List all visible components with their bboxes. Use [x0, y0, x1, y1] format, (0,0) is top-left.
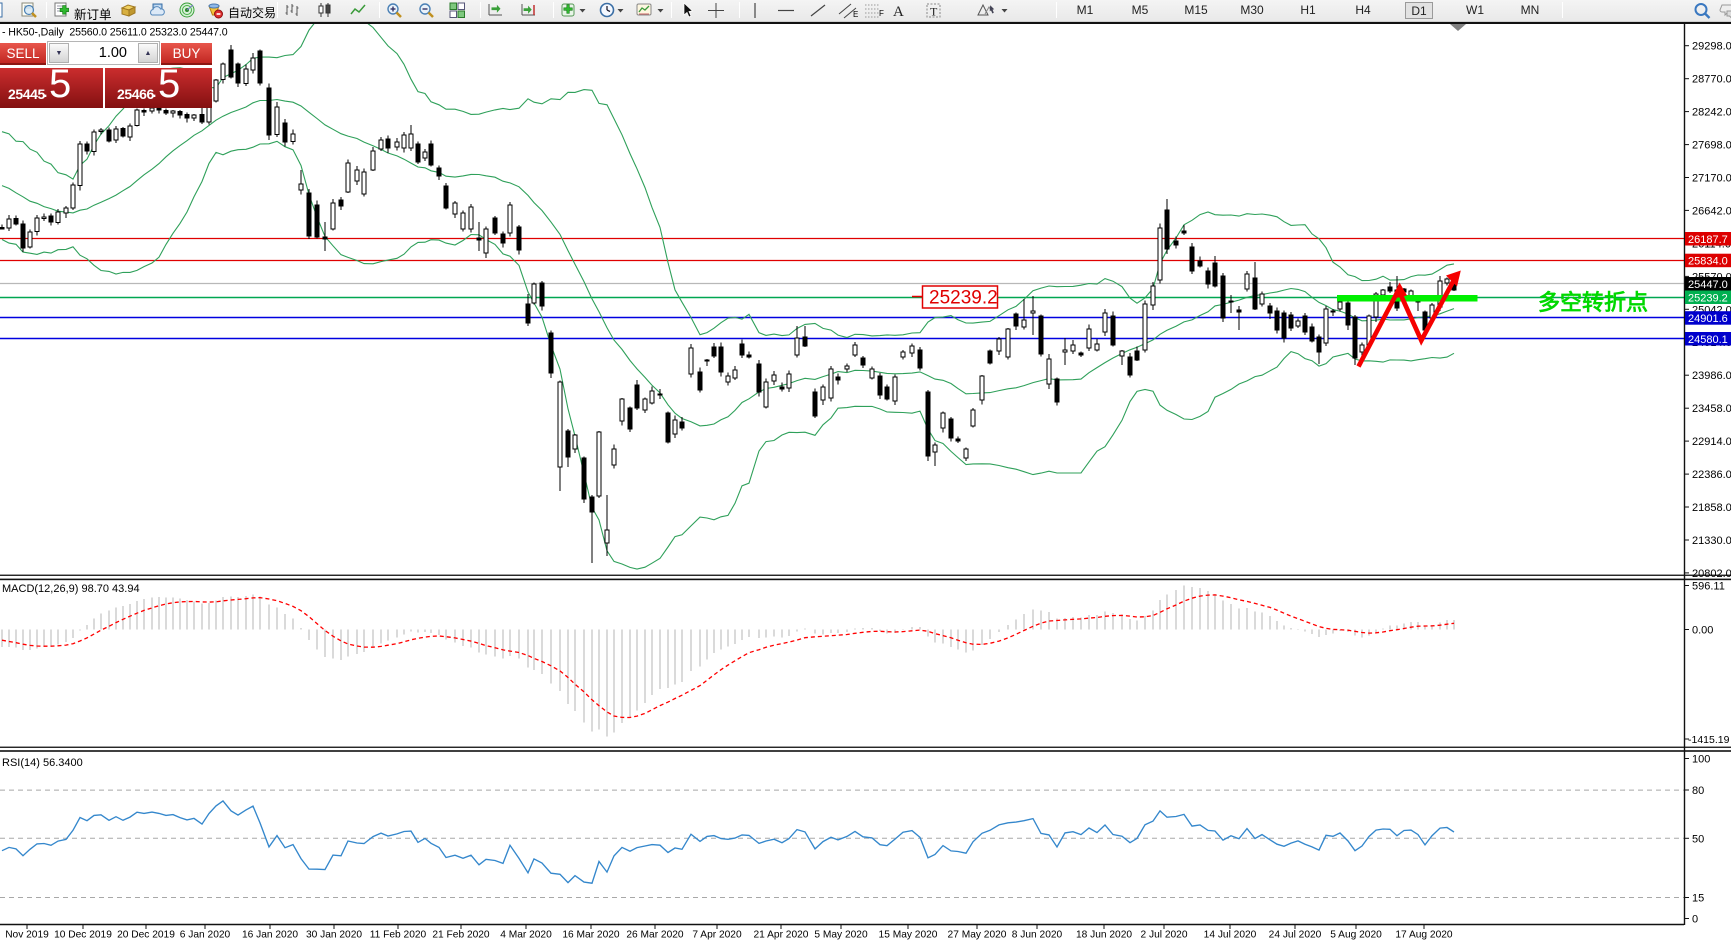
svg-text:8 Jun 2020: 8 Jun 2020 [1012, 930, 1063, 941]
svg-text:11 Feb 2020: 11 Feb 2020 [370, 930, 427, 941]
svg-text:7 Apr 2020: 7 Apr 2020 [692, 930, 742, 941]
svg-text:27698.0: 27698.0 [1692, 140, 1731, 152]
svg-text:26 Mar 2020: 26 Mar 2020 [626, 930, 684, 941]
svg-text:22914.0: 22914.0 [1692, 436, 1731, 448]
svg-text:30 Jan 2020: 30 Jan 2020 [306, 930, 362, 941]
svg-text:RSI(14) 56.3400: RSI(14) 56.3400 [2, 757, 83, 769]
svg-text:MACD(12,26,9) 98.70 43.94: MACD(12,26,9) 98.70 43.94 [2, 583, 140, 595]
svg-text:23458.0: 23458.0 [1692, 403, 1731, 415]
svg-text:21 Feb 2020: 21 Feb 2020 [432, 930, 490, 941]
svg-text:A: A [893, 4, 904, 19]
svg-text:- HK50-,Daily 25560.0 25611.0: - HK50-,Daily 25560.0 25611.0 25323.0 25… [2, 27, 228, 39]
svg-text:100: 100 [1692, 754, 1710, 766]
svg-text:Nov 2019: Nov 2019 [5, 930, 49, 941]
svg-text:5 Aug 2020: 5 Aug 2020 [1330, 930, 1382, 941]
svg-text:29298.0: 29298.0 [1692, 41, 1731, 53]
svg-text:24580.1: 24580.1 [1688, 334, 1728, 346]
svg-text:21330.0: 21330.0 [1692, 535, 1731, 547]
svg-text:0.00: 0.00 [1692, 625, 1713, 637]
svg-text:20802.0: 20802.0 [1692, 568, 1731, 580]
svg-text:27170.0: 27170.0 [1692, 173, 1731, 185]
svg-text:-1415.19: -1415.19 [1688, 734, 1730, 746]
svg-text:50: 50 [1692, 833, 1704, 845]
svg-text:23986.0: 23986.0 [1692, 370, 1731, 382]
svg-text:0: 0 [1692, 914, 1698, 926]
svg-text:80: 80 [1692, 785, 1704, 797]
svg-text:18 Jun 2020: 18 Jun 2020 [1076, 930, 1132, 941]
svg-text:多空转折点: 多空转折点 [1538, 290, 1648, 315]
svg-text:28770.0: 28770.0 [1692, 74, 1731, 86]
svg-text:24901.6: 24901.6 [1688, 313, 1728, 325]
svg-text:14 Jul 2020: 14 Jul 2020 [1204, 930, 1257, 941]
svg-text:5 May 2020: 5 May 2020 [814, 930, 868, 941]
svg-text:4 Mar 2020: 4 Mar 2020 [500, 930, 552, 941]
svg-text:E: E [853, 10, 858, 19]
svg-text:27 May 2020: 27 May 2020 [948, 930, 1007, 941]
svg-text:10 Dec 2019: 10 Dec 2019 [54, 930, 112, 941]
svg-text:15: 15 [1692, 893, 1704, 905]
svg-text:16 Mar 2020: 16 Mar 2020 [562, 930, 620, 941]
svg-text:25239.2: 25239.2 [1688, 293, 1728, 305]
svg-text:21 Apr 2020: 21 Apr 2020 [754, 930, 809, 941]
svg-text:22386.0: 22386.0 [1692, 469, 1731, 481]
svg-text:26187.7: 26187.7 [1688, 234, 1728, 246]
svg-text:25239.2: 25239.2 [929, 288, 998, 309]
svg-text:17 Aug 2020: 17 Aug 2020 [1395, 930, 1453, 941]
svg-text:24 Jul 2020: 24 Jul 2020 [1269, 930, 1322, 941]
svg-text:16 Jan 2020: 16 Jan 2020 [242, 930, 298, 941]
svg-text:6 Jan 2020: 6 Jan 2020 [180, 930, 231, 941]
svg-text:25447.0: 25447.0 [1688, 279, 1728, 291]
svg-text:F: F [879, 9, 884, 18]
svg-text:26642.0: 26642.0 [1692, 205, 1731, 217]
svg-text:15 May 2020: 15 May 2020 [879, 930, 938, 941]
svg-text:25834.0: 25834.0 [1688, 256, 1728, 268]
svg-text:20 Dec 2019: 20 Dec 2019 [117, 930, 175, 941]
svg-text:596.11: 596.11 [1692, 581, 1725, 593]
svg-text:28242.0: 28242.0 [1692, 107, 1731, 119]
svg-text:2 Jul 2020: 2 Jul 2020 [1140, 930, 1187, 941]
svg-text:21858.0: 21858.0 [1692, 502, 1731, 514]
svg-text:T: T [930, 5, 938, 19]
